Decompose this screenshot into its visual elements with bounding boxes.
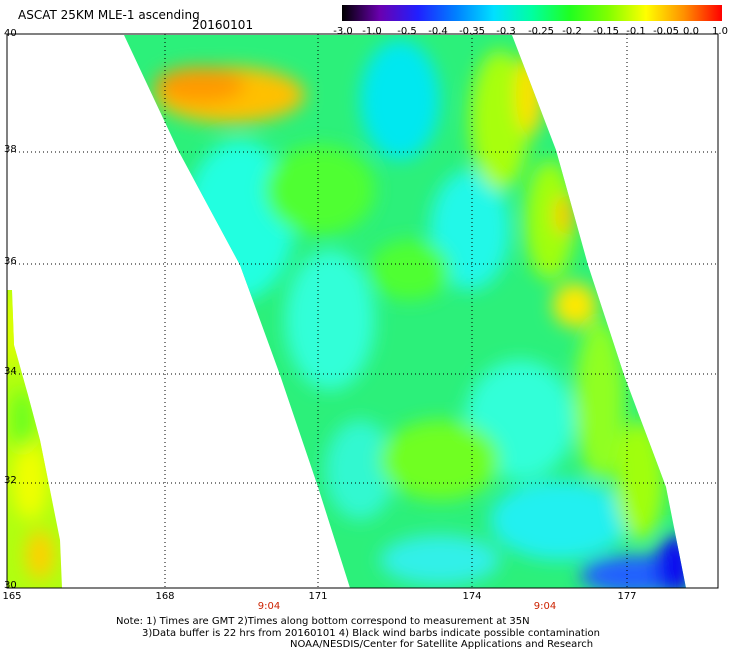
lon-label: 177 <box>617 591 637 602</box>
swath-left <box>7 290 62 588</box>
colorbar-label: -0.4 <box>428 26 448 37</box>
pass-time-label: 9:04 <box>257 601 281 612</box>
lat-label: 38 <box>4 144 17 155</box>
lon-label: 168 <box>155 591 175 602</box>
footer-note-1: Note: 1) Times are GMT 2)Times along bot… <box>116 616 530 627</box>
colorbar-label: -0.35 <box>459 26 485 37</box>
colorbar-label: 1.0 <box>712 26 728 37</box>
lon-label: 165 <box>2 591 22 602</box>
colorbar-label: -0.5 <box>397 26 417 37</box>
colorbar-label: -0.15 <box>593 26 619 37</box>
colorbar-labels: -3.0 -1.0 -0.5 -0.4 -0.35 -0.3 -0.25 -0.… <box>326 26 738 40</box>
lon-label: 174 <box>462 591 482 602</box>
colorbar-label: -0.05 <box>653 26 679 37</box>
graticule <box>7 34 718 588</box>
colorbar-label: -0.3 <box>496 26 516 37</box>
colorbar-label: -3.0 <box>333 26 353 37</box>
footer-note-2: 3)Data buffer is 22 hrs from 20160101 4)… <box>142 628 600 639</box>
lat-label: 34 <box>4 366 17 377</box>
map-frame <box>6 33 719 589</box>
product-date: 20160101 <box>192 18 254 32</box>
lat-label: 36 <box>4 256 17 267</box>
swath-main <box>124 35 686 588</box>
colorbar-label: -0.1 <box>626 26 646 37</box>
colorbar <box>342 5 722 21</box>
lat-label: 40 <box>4 28 17 39</box>
lat-label: 32 <box>4 475 17 486</box>
lon-label: 171 <box>308 591 328 602</box>
colorbar-label: -0.2 <box>562 26 582 37</box>
lat-label: 30 <box>4 580 17 591</box>
colorbar-label: -0.25 <box>528 26 554 37</box>
colorbar-label: -1.0 <box>362 26 382 37</box>
pass-time-label: 9:04 <box>533 601 557 612</box>
product-title: ASCAT 25KM MLE-1 ascending <box>18 8 200 22</box>
footer-credit: NOAA/NESDIS/Center for Satellite Applica… <box>290 639 594 650</box>
colorbar-label: 0.0 <box>683 26 699 37</box>
